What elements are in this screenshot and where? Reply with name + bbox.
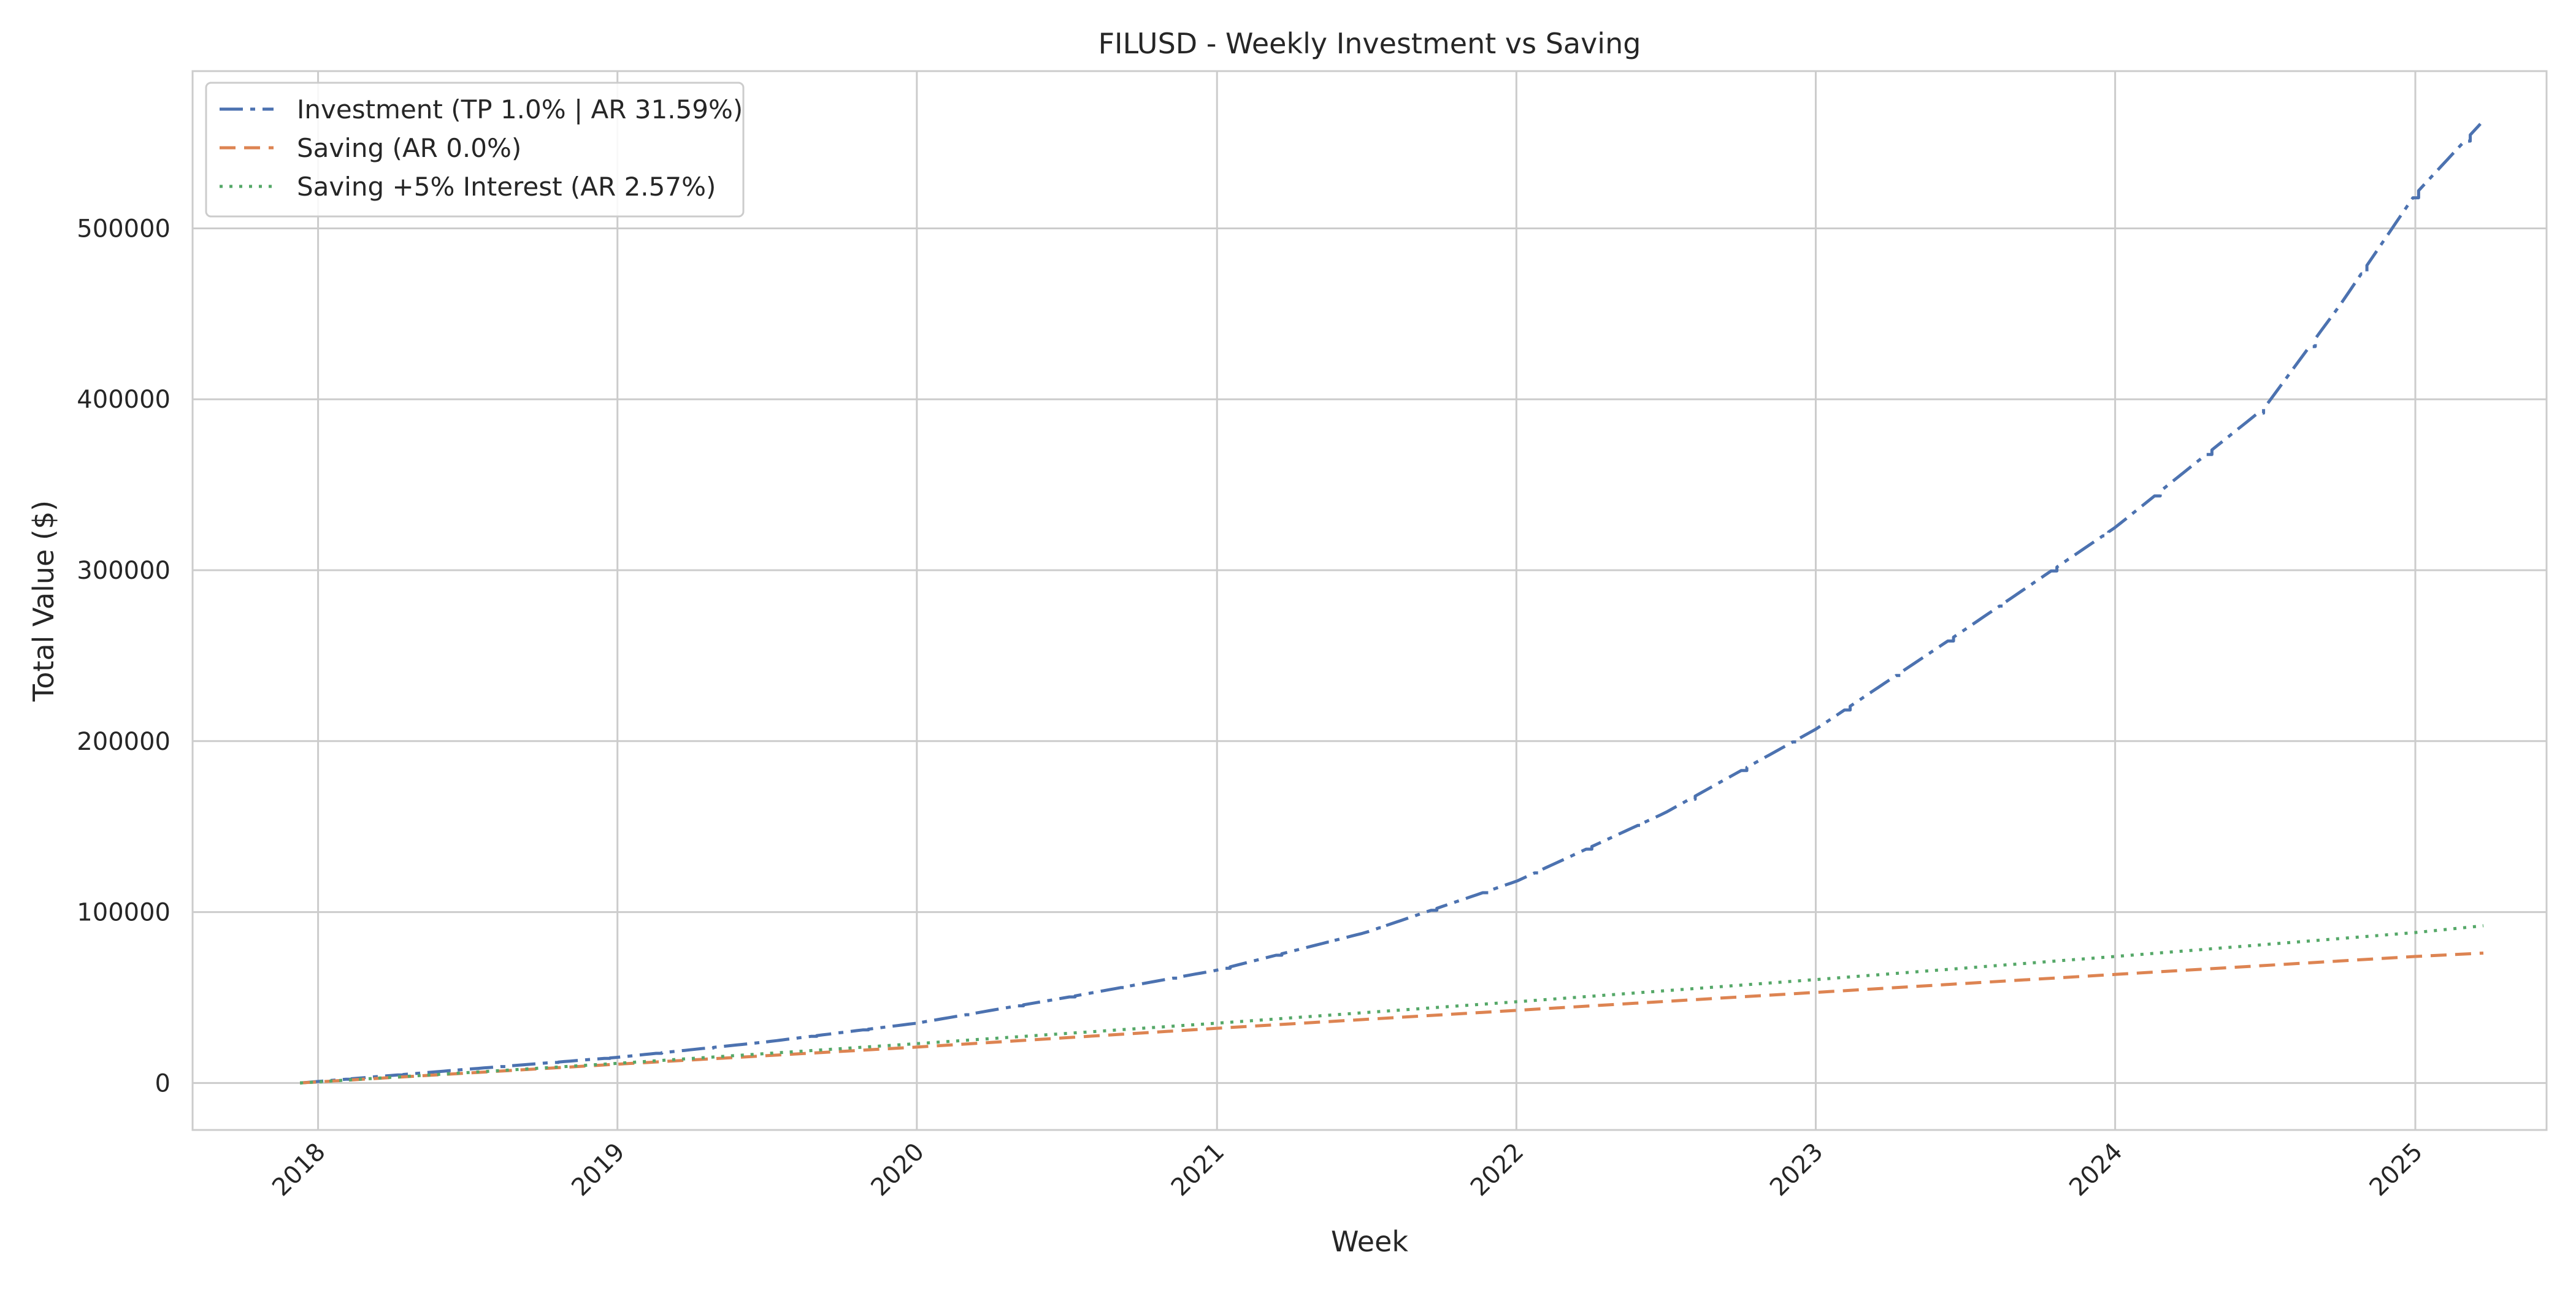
y-tick-label: 400000 [77,386,171,414]
series-layer [300,121,2484,1085]
legend-label-0: Investment (TP 1.0% | AR 31.59%) [297,94,743,124]
chart-title: FILUSD - Weekly Investment vs Saving [1098,27,1641,60]
y-tick-label: 500000 [77,215,171,243]
legend-label-1: Saving (AR 0.0%) [297,133,521,163]
grid [193,71,2547,1130]
plot-frame [191,70,2548,1131]
x-axis-label: Week [1331,1225,1408,1258]
y-tick-label: 300000 [77,557,171,585]
series-line-1 [300,952,2484,1085]
y-tick-label: 200000 [77,728,171,756]
y-tick-label: 100000 [77,899,171,927]
legend: Investment (TP 1.0% | AR 31.59%) Saving (… [205,82,745,218]
legend-label-2: Saving +5% Interest (AR 2.57%) [297,172,716,202]
series-line-2 [300,924,2484,1085]
series-line-0 [300,121,2483,1085]
y-tick-label: 0 [155,1069,171,1097]
y-axis-label: Total Value ($) [27,500,60,702]
legend-box [205,82,745,218]
